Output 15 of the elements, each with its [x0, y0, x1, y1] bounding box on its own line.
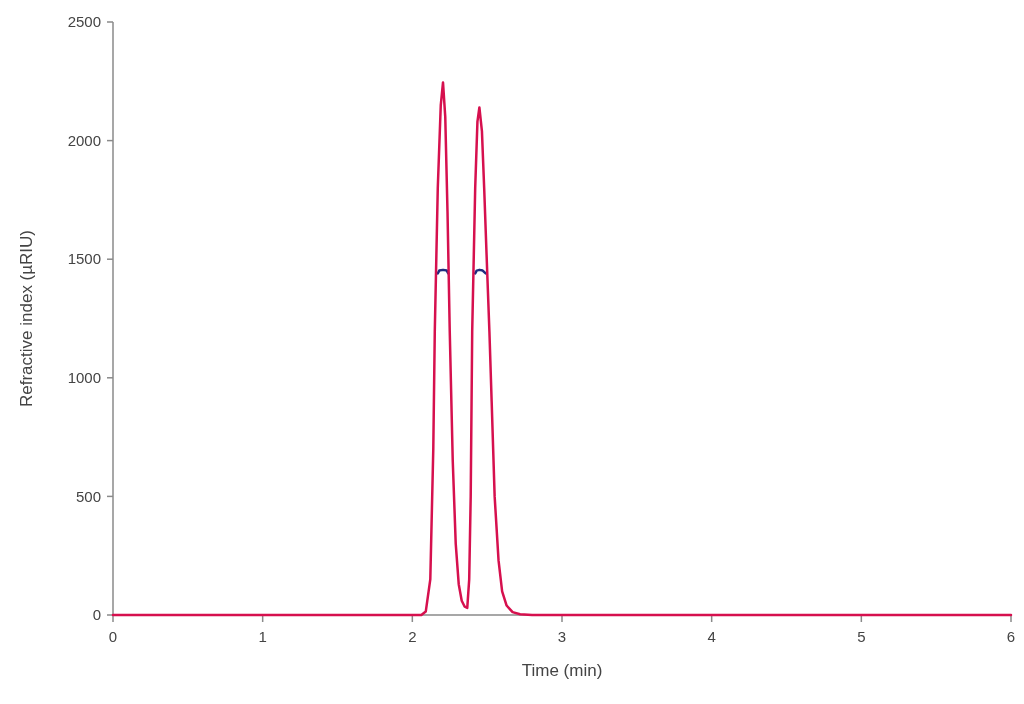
x-tick-label: 6 [1006, 628, 1016, 645]
x-axis-title: Time (min) [521, 661, 603, 680]
x-tick-label: 3 [557, 628, 567, 645]
y-tick-label: 2500 [67, 13, 101, 31]
x-tick-label: 5 [857, 628, 866, 645]
x-tick-label: 1 [258, 628, 267, 645]
y-tick-label: 500 [75, 487, 101, 505]
x-tick-label: 2 [408, 628, 417, 645]
y-tick-label: 1000 [67, 369, 101, 387]
x-tick-label: 4 [707, 628, 716, 645]
y-axis-title: Refractive index (µRIU) [17, 229, 36, 408]
y-tick-label: 2000 [67, 131, 101, 149]
y-tick-label: 0 [92, 606, 101, 624]
y-tick-label: 1500 [67, 250, 101, 268]
x-tick-label: 0 [108, 628, 118, 645]
